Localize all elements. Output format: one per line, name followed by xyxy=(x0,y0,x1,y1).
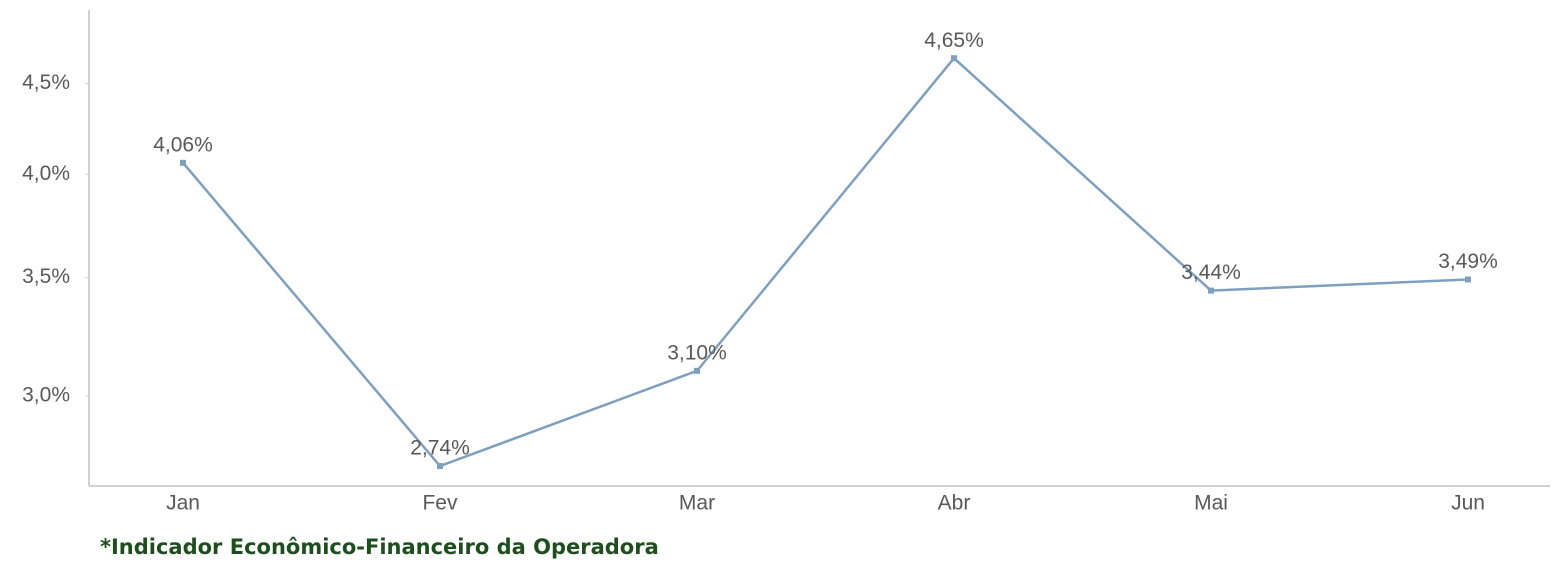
data-label: 2,74% xyxy=(410,437,470,460)
y-tick-label: 3,5% xyxy=(22,265,70,288)
series-line xyxy=(182,56,1469,468)
point xyxy=(180,159,186,166)
y-tick-label: 4,5% xyxy=(22,71,70,94)
y-tick-label: 3,0% xyxy=(22,384,70,407)
x-tick-label: Jun xyxy=(1451,492,1485,515)
data-label: 4,06% xyxy=(153,133,213,156)
point xyxy=(1208,287,1214,294)
x-tick-label: Fev xyxy=(422,492,458,515)
data-label: 3,44% xyxy=(1181,261,1241,284)
data-label: 3,49% xyxy=(1438,250,1498,273)
data-label: 3,10% xyxy=(667,341,727,364)
y-tick-label: 4,0% xyxy=(22,162,70,185)
x-tick-label: Mai xyxy=(1194,492,1228,515)
point xyxy=(951,55,957,62)
x-tick-label: Abr xyxy=(938,492,971,515)
point xyxy=(1465,276,1471,283)
point xyxy=(694,367,700,374)
point xyxy=(437,463,443,470)
data-label: 4,65% xyxy=(924,29,984,52)
x-tick-label: Jan xyxy=(166,492,200,515)
x-tick-label: Mar xyxy=(679,492,715,515)
footnote: *Indicador Econômico-Financeiro da Opera… xyxy=(100,535,659,559)
